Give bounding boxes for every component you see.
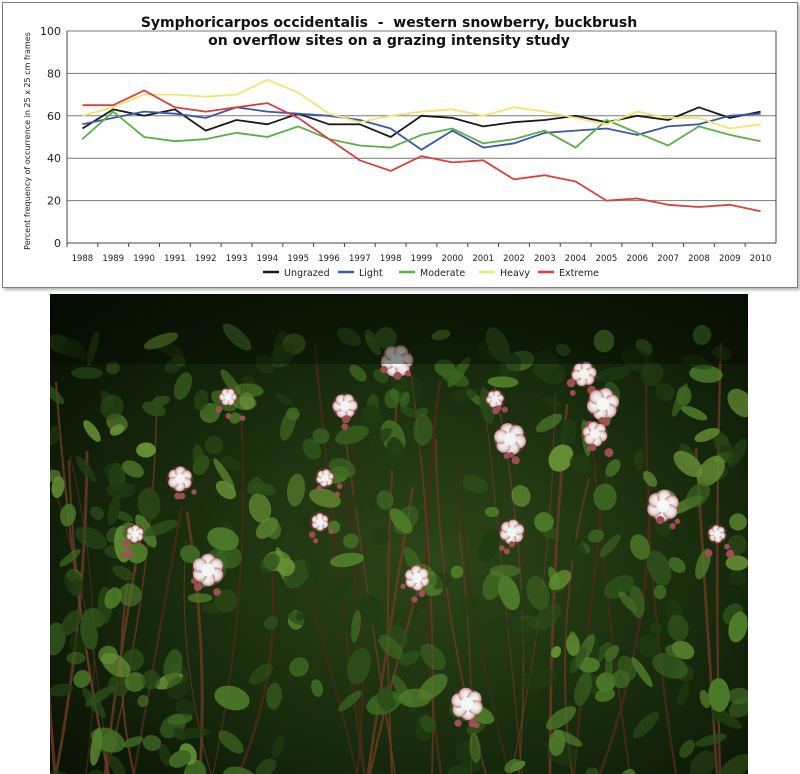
x-tick-label: 1999 xyxy=(411,254,433,264)
legend-item-moderate: Moderate xyxy=(399,268,465,279)
legend: Ungrazed Light Moderate Heavy Extreme xyxy=(263,268,599,279)
chart-title: Symphoricarpos occidentalis - western sn… xyxy=(141,15,637,31)
line-chart: Symphoricarpos occidentalis - western sn… xyxy=(23,15,777,279)
legend-label: Ungrazed xyxy=(284,268,330,279)
x-tick-label: 1995 xyxy=(287,254,309,264)
shrub-illustration xyxy=(50,294,748,774)
y-tick-label: 0 xyxy=(54,237,61,250)
x-tick-label: 1991 xyxy=(164,254,186,264)
series-line-moderate xyxy=(81,110,761,149)
x-tick-label: 1997 xyxy=(349,254,371,264)
x-tick-label: 1992 xyxy=(195,254,217,264)
x-tick-label: 2000 xyxy=(442,254,464,264)
grid-lines xyxy=(66,30,777,244)
x-tick-label: 1989 xyxy=(102,254,124,264)
flower-clusters xyxy=(120,345,735,729)
legend-label: Moderate xyxy=(420,268,465,279)
x-tick-label: 1998 xyxy=(380,254,402,264)
x-tick-label: 2007 xyxy=(657,254,679,264)
y-tick-label: 40 xyxy=(47,152,61,165)
legend-label: Heavy xyxy=(500,268,530,279)
legend-item-heavy: Heavy xyxy=(479,268,530,279)
y-tick-label: 20 xyxy=(47,195,61,208)
series-lines xyxy=(81,78,761,213)
y-axis-label: Percent frequency of occurrence in 25 x … xyxy=(23,32,32,250)
x-tick-labels: 1988 1989 1990 1991 1992 1993 1994 1995 1996 1997… xyxy=(66,243,772,264)
x-tick-label: 2005 xyxy=(596,254,618,264)
legend-item-light: Light xyxy=(338,268,383,279)
chart-panel: Symphoricarpos occidentalis - western sn… xyxy=(2,2,798,288)
y-tick-label: 100 xyxy=(40,25,61,38)
x-tick-label: 2004 xyxy=(565,254,587,264)
x-tick-label: 1994 xyxy=(257,254,279,264)
series-line-ungrazed xyxy=(81,106,761,138)
series-line-heavy xyxy=(82,78,761,130)
series-line-extreme xyxy=(82,89,761,213)
x-tick-label: 2001 xyxy=(472,254,494,264)
x-tick-label: 2009 xyxy=(719,254,741,264)
x-tick-label: 1993 xyxy=(226,254,248,264)
legend-item-extreme: Extreme xyxy=(538,268,599,279)
x-tick-label: 2006 xyxy=(626,254,648,264)
x-tick-label: 1990 xyxy=(133,254,155,264)
x-tick-label: 2010 xyxy=(750,254,772,264)
y-tick-label: 60 xyxy=(47,110,61,123)
legend-label: Extreme xyxy=(559,268,599,279)
x-tick-label: 1996 xyxy=(318,254,340,264)
snowberry-photo xyxy=(50,294,748,774)
x-tick-label: 2008 xyxy=(688,254,710,264)
y-tick-label: 80 xyxy=(47,67,61,80)
y-tick-labels: 0 20 40 60 80 100 xyxy=(40,25,61,250)
series-line-light xyxy=(82,106,761,151)
legend-label: Light xyxy=(359,268,383,279)
x-tick-label: 2002 xyxy=(503,254,525,264)
x-tick-label: 1988 xyxy=(72,254,94,264)
chart-subtitle: on overflow sites on a grazing intensity… xyxy=(208,33,570,49)
x-tick-label: 2003 xyxy=(534,254,556,264)
legend-item-ungrazed: Ungrazed xyxy=(263,268,330,279)
